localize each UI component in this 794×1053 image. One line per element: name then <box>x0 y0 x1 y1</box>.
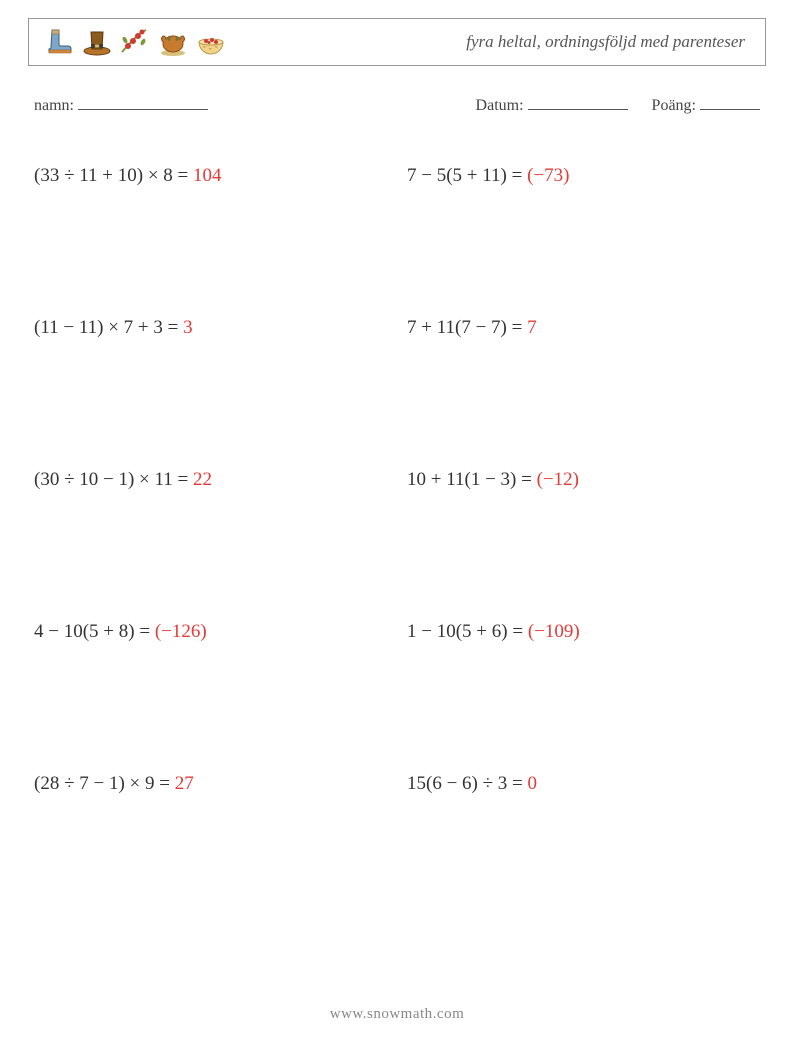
score-field: Poäng: <box>652 94 760 115</box>
problem-item: (11 − 11) × 7 + 3 = 3 <box>34 317 387 339</box>
problem-answer: 7 <box>527 317 537 338</box>
problems-grid: (33 ÷ 11 + 10) × 8 = 104 7 − 5(5 + 11) =… <box>28 165 766 795</box>
problem-answer: (−126) <box>155 621 207 642</box>
score-label: Poäng: <box>652 97 696 114</box>
worksheet-title: fyra heltal, ordningsföljd med parentese… <box>466 32 751 52</box>
problem-expr: (11 − 11) × 7 + 3 = <box>34 317 183 338</box>
problem-answer: 3 <box>183 317 193 338</box>
header-box: fyra heltal, ordningsföljd med parentese… <box>28 18 766 66</box>
footer-url: www.snowmath.com <box>0 1006 794 1023</box>
problem-answer: 27 <box>175 773 194 794</box>
problem-item: (30 ÷ 10 − 1) × 11 = 22 <box>34 469 387 491</box>
turkey-icon <box>157 26 189 58</box>
problem-item: 4 − 10(5 + 8) = (−126) <box>34 621 387 643</box>
problem-answer: 0 <box>528 773 538 794</box>
date-field: Datum: <box>476 94 628 115</box>
problem-answer: (−109) <box>528 621 580 642</box>
score-blank[interactable] <box>700 94 760 110</box>
name-label: namn: <box>34 97 74 114</box>
problem-item: 7 + 11(7 − 7) = 7 <box>407 317 760 339</box>
problem-expr: (30 ÷ 10 − 1) × 11 = <box>34 469 193 490</box>
problem-expr: 15(6 − 6) ÷ 3 = <box>407 773 528 794</box>
problem-expr: 10 + 11(1 − 3) = <box>407 469 537 490</box>
problem-expr: 7 + 11(7 − 7) = <box>407 317 527 338</box>
hat-icon <box>81 26 113 58</box>
name-field: namn: <box>34 94 208 115</box>
problem-answer: (−12) <box>537 469 579 490</box>
problem-item: 1 − 10(5 + 6) = (−109) <box>407 621 760 643</box>
problem-expr: (33 ÷ 11 + 10) × 8 = <box>34 165 193 186</box>
problem-item: 10 + 11(1 − 3) = (−12) <box>407 469 760 491</box>
name-blank[interactable] <box>78 94 208 110</box>
berries-icon <box>119 26 151 58</box>
date-blank[interactable] <box>528 94 628 110</box>
problem-answer: 22 <box>193 469 212 490</box>
boot-icon <box>43 26 75 58</box>
problem-item: (33 ÷ 11 + 10) × 8 = 104 <box>34 165 387 187</box>
problem-expr: 1 − 10(5 + 6) = <box>407 621 528 642</box>
header-icons <box>43 26 227 58</box>
problem-item: (28 ÷ 7 − 1) × 9 = 27 <box>34 773 387 795</box>
worksheet-page: fyra heltal, ordningsföljd med parentese… <box>0 0 794 1053</box>
problem-expr: 7 − 5(5 + 11) = <box>407 165 527 186</box>
meta-row: namn: Datum: Poäng: <box>28 94 766 115</box>
date-label: Datum: <box>476 97 524 114</box>
problem-item: 7 − 5(5 + 11) = (−73) <box>407 165 760 187</box>
problem-answer: (−73) <box>527 165 569 186</box>
problem-expr: (28 ÷ 7 − 1) × 9 = <box>34 773 175 794</box>
bowl-icon <box>195 26 227 58</box>
meta-right: Datum: Poäng: <box>476 94 760 115</box>
problem-item: 15(6 − 6) ÷ 3 = 0 <box>407 773 760 795</box>
problem-answer: 104 <box>193 165 222 186</box>
problem-expr: 4 − 10(5 + 8) = <box>34 621 155 642</box>
